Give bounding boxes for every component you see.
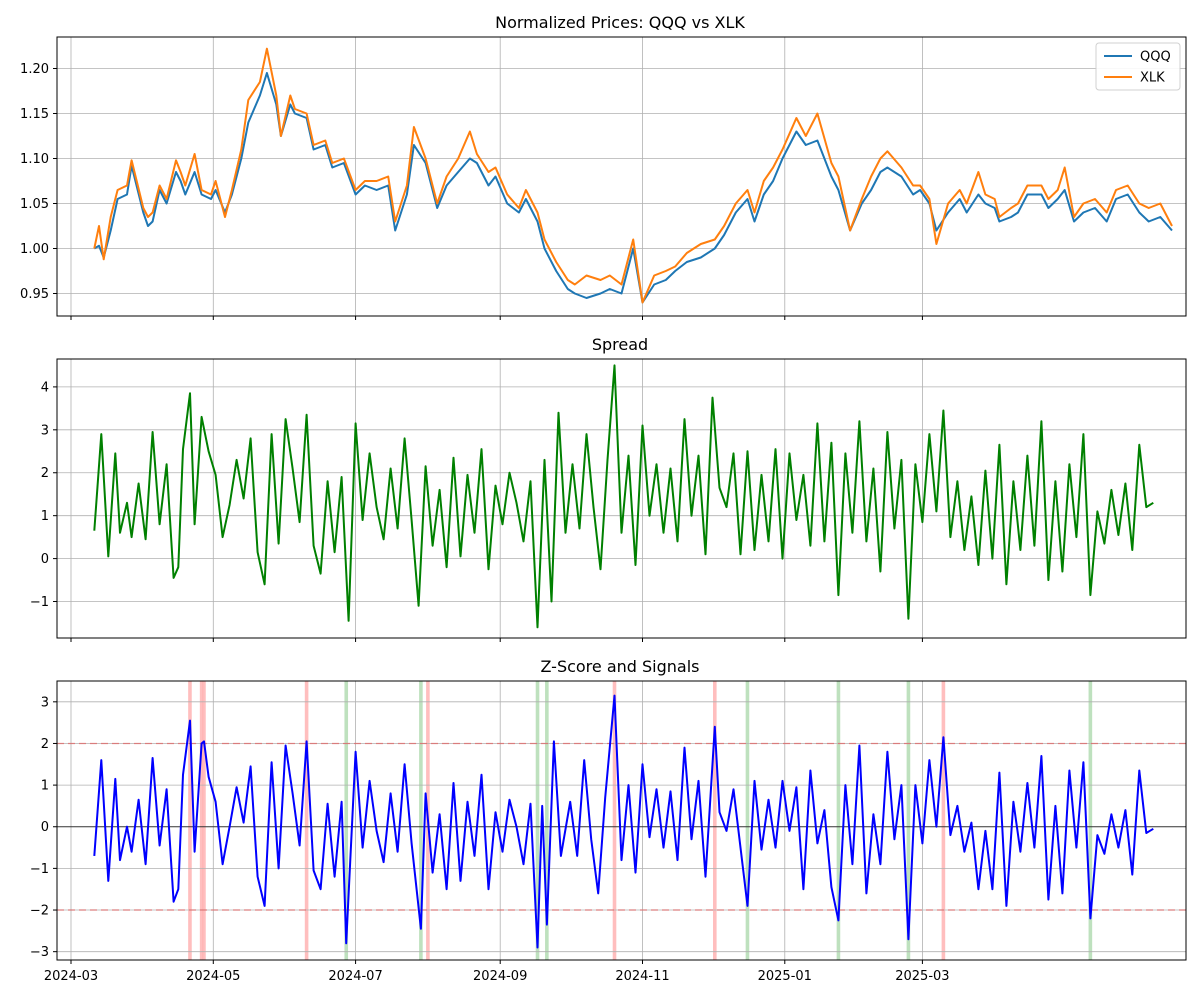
y-tick-label: 3 [41, 423, 49, 438]
short-signal-band [199, 681, 204, 960]
y-tick-label: −3 [30, 945, 49, 960]
axes-frame [56, 358, 1187, 639]
y-tick-label: 0 [41, 552, 49, 567]
panel-title-spread: Spread [592, 335, 648, 354]
y-tick-label: 0 [41, 820, 49, 835]
x-tick-label: 2024-11 [615, 969, 669, 984]
panel-title-zscore: Z-Score and Signals [540, 657, 699, 676]
y-tick-label: 1.00 [20, 242, 49, 257]
series-line [93, 694, 1154, 949]
y-tick-label: 2 [41, 737, 49, 752]
y-tick-label: 4 [41, 380, 49, 395]
series-line [93, 364, 1154, 629]
long-signal-band [836, 681, 841, 960]
y-tick-label: −2 [30, 904, 49, 919]
x-tick-label: 2024-09 [473, 969, 527, 984]
y-tick-label: 3 [41, 695, 49, 710]
y-tick-label: 1.05 [20, 197, 49, 212]
y-tick-label: −1 [30, 862, 49, 877]
long-signal-band [545, 681, 549, 960]
y-tick-label: −1 [30, 595, 49, 610]
long-signal-band [419, 681, 423, 960]
short-signal-band [612, 681, 617, 960]
x-tick-label: 2024-07 [328, 969, 382, 984]
x-tick-label: 2024-05 [186, 969, 240, 984]
panel-zscore: Z-Score and Signals −3 −2 −1 0 1 2 3 2024-03 202… [30, 657, 1187, 984]
xlk-series-line [93, 47, 1173, 304]
long-signal-band [1088, 681, 1093, 960]
legend-box [1095, 42, 1181, 91]
panel-normalized-prices: Normalized Prices: QQQ vs XLK 0.95 1.00 1.… [20, 13, 1187, 320]
short-signal-band [304, 681, 309, 960]
long-signal-band [344, 681, 349, 960]
y-tick-label: 1.10 [20, 152, 49, 167]
prices-plot-area: 0.95 1.00 1.05 1.10 1.15 1.20 QQQ XLK [20, 36, 1187, 320]
long-signal-band [535, 681, 540, 960]
long-signal-band [745, 681, 750, 960]
legend-label-xlk: XLK [1140, 71, 1165, 86]
qqq-series-line [93, 72, 1173, 304]
y-tick-label: 1 [41, 779, 49, 794]
axes-frame [56, 680, 1187, 961]
x-tick-label: 2025-03 [895, 969, 949, 984]
legend: QQQ XLK [1095, 42, 1181, 91]
short-signal-band [941, 681, 946, 960]
long-signal-band [906, 681, 911, 960]
short-signal-band [188, 681, 192, 960]
x-tick-label: 2025-01 [758, 969, 812, 984]
y-tick-label: 1 [41, 509, 49, 524]
legend-label-qqq: QQQ [1140, 50, 1171, 65]
y-tick-label: 2 [41, 466, 49, 481]
y-tick-label: 0.95 [20, 287, 49, 302]
short-signal-band [713, 681, 717, 960]
y-tick-label: 1.20 [20, 62, 49, 77]
x-tick-label: 2024-03 [44, 969, 98, 984]
y-tick-label: 1.15 [20, 107, 49, 122]
axes-frame [56, 36, 1187, 317]
zscore-plot-area: −3 −2 −1 0 1 2 3 2024-03 2024-05 2024-07 2024-09 20… [30, 680, 1187, 984]
panel-spread: Spread −1 0 1 2 3 4 [30, 335, 1187, 642]
spread-plot-area: −1 0 1 2 3 4 [30, 358, 1187, 642]
panel-title-prices: Normalized Prices: QQQ vs XLK [495, 13, 745, 32]
short-signal-band [202, 681, 206, 960]
